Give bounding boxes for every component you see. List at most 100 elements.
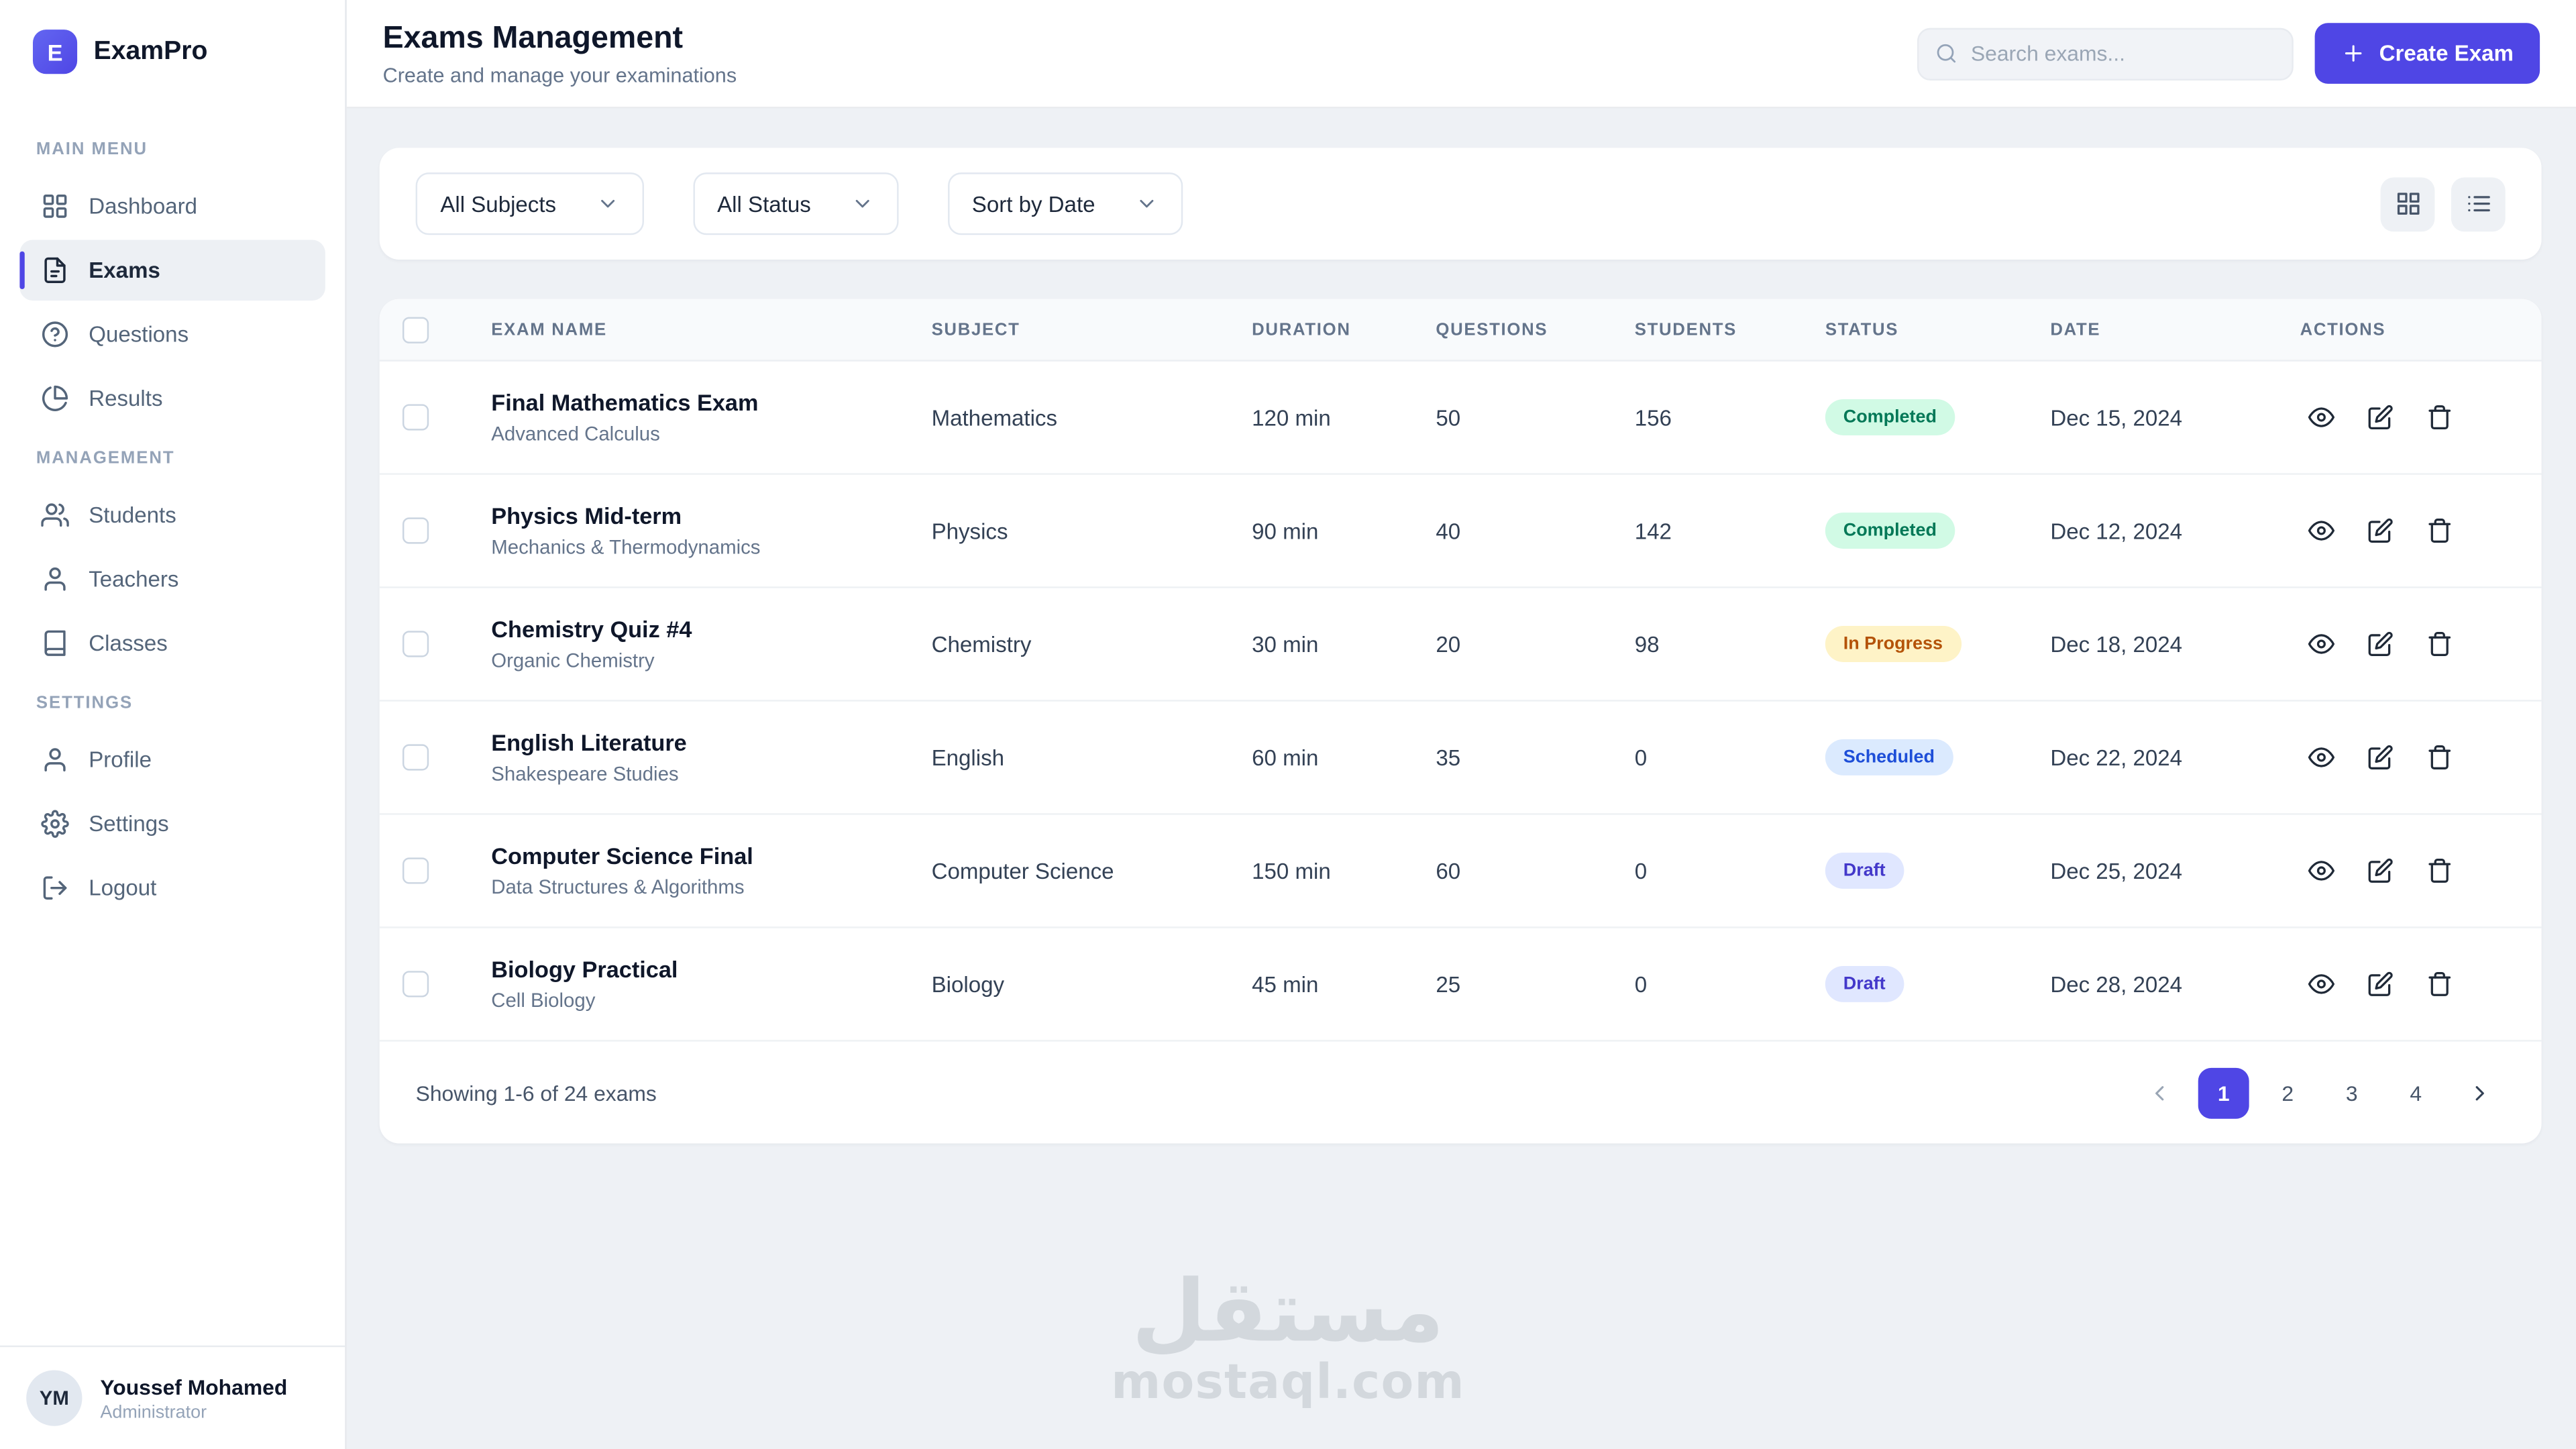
sidebar-item-questions[interactable]: Questions xyxy=(19,304,325,365)
sidebar-item-exams[interactable]: Exams xyxy=(19,239,325,301)
edit-button[interactable] xyxy=(2359,623,2402,665)
sidebar-item-label: Results xyxy=(89,386,163,411)
edit-button[interactable] xyxy=(2359,396,2402,439)
page-button-2[interactable]: 2 xyxy=(2262,1067,2313,1118)
list-view-button[interactable] xyxy=(2451,176,2506,231)
sidebar-item-students[interactable]: Students xyxy=(19,484,325,545)
content: All Subjects All Status Sort by Date xyxy=(347,109,2576,1449)
sidebar-item-profile[interactable]: Profile xyxy=(19,729,325,790)
cell-questions: 20 xyxy=(1436,631,1461,657)
delete-button[interactable] xyxy=(2418,396,2461,439)
sidebar-item-dashboard[interactable]: Dashboard xyxy=(19,176,325,237)
edit-button[interactable] xyxy=(2359,509,2402,552)
delete-button[interactable] xyxy=(2418,849,2461,892)
trash-icon xyxy=(2426,744,2453,770)
eye-icon xyxy=(2308,744,2334,770)
prev-page-button[interactable] xyxy=(2134,1067,2185,1118)
row-checkbox[interactable] xyxy=(402,971,429,998)
search-input[interactable] xyxy=(1970,41,2276,66)
delete-button[interactable] xyxy=(2418,509,2461,552)
view-button[interactable] xyxy=(2300,509,2343,552)
cell-duration: 90 min xyxy=(1252,518,1319,543)
exam-name: Final Mathematics Exam xyxy=(491,389,759,416)
sidebar-item-label: Teachers xyxy=(89,566,179,592)
exam-name: Physics Mid-term xyxy=(491,502,682,529)
column-header-actions: Actions xyxy=(2300,319,2386,339)
exam-description: Organic Chemistry xyxy=(491,649,655,672)
row-checkbox[interactable] xyxy=(402,631,429,657)
grid-view-button[interactable] xyxy=(2380,176,2435,231)
students-icon xyxy=(41,501,69,529)
app-logo: E xyxy=(32,30,78,74)
edit-button[interactable] xyxy=(2359,849,2402,892)
page-subtitle: Create and manage your examinations xyxy=(382,63,737,87)
sidebar-item-teachers[interactable]: Teachers xyxy=(19,549,325,610)
view-button[interactable] xyxy=(2300,849,2343,892)
sidebar-item-logout[interactable]: Logout xyxy=(19,857,325,918)
column-header-duration: Duration xyxy=(1252,319,1351,339)
column-header-exam-name: Exam Name xyxy=(491,319,607,339)
topbar: Exams Management Create and manage your … xyxy=(346,0,2576,109)
status-badge: In Progress xyxy=(1825,626,1961,662)
status-filter-dropdown[interactable]: All Status xyxy=(692,172,898,235)
exam-name: Chemistry Quiz #4 xyxy=(491,616,692,643)
cell-subject: Physics xyxy=(931,518,1008,543)
cell-questions: 40 xyxy=(1436,518,1461,543)
select-all-checkbox[interactable] xyxy=(402,316,429,343)
cell-students: 142 xyxy=(1634,518,1672,543)
page-button-3[interactable]: 3 xyxy=(2326,1067,2377,1118)
sidebar-item-classes[interactable]: Classes xyxy=(19,612,325,674)
column-header-questions: Questions xyxy=(1436,319,1548,339)
edit-button[interactable] xyxy=(2359,963,2402,1006)
chevron-left-icon xyxy=(2147,1080,2172,1105)
main-area: Exams Management Create and manage your … xyxy=(346,0,2576,1449)
list-view-icon xyxy=(2465,191,2491,217)
results-icon xyxy=(41,384,69,413)
sidebar-item-label: Profile xyxy=(89,747,152,773)
cell-students: 0 xyxy=(1634,745,1648,770)
row-checkbox[interactable] xyxy=(402,857,429,884)
create-exam-button[interactable]: Create Exam xyxy=(2315,23,2540,84)
edit-button[interactable] xyxy=(2359,736,2402,779)
status-badge: Completed xyxy=(1825,513,1955,549)
questions-icon xyxy=(41,321,69,349)
view-button[interactable] xyxy=(2300,396,2343,439)
app-name: ExamPro xyxy=(93,37,208,65)
sort-dropdown[interactable]: Sort by Date xyxy=(947,172,1183,235)
view-button[interactable] xyxy=(2300,736,2343,779)
delete-button[interactable] xyxy=(2418,736,2461,779)
cell-date: Dec 28, 2024 xyxy=(2050,971,2183,997)
sidebar-item-results[interactable]: Results xyxy=(19,368,325,429)
section-label-settings: SETTINGS xyxy=(36,693,133,713)
view-button[interactable] xyxy=(2300,963,2343,1006)
page-button-4[interactable]: 4 xyxy=(2390,1067,2441,1118)
page-title: Exams Management xyxy=(382,20,684,56)
sidebar-item-label: Classes xyxy=(89,631,168,656)
column-header-date: Date xyxy=(2050,319,2101,339)
delete-button[interactable] xyxy=(2418,623,2461,665)
edit-icon xyxy=(2367,404,2394,430)
sidebar-item-settings[interactable]: Settings xyxy=(19,794,325,855)
exam-description: Data Structures & Algorithms xyxy=(491,875,745,899)
subject-filter-dropdown[interactable]: All Subjects xyxy=(415,172,643,235)
row-checkbox[interactable] xyxy=(402,517,429,544)
grid-view-icon xyxy=(2394,191,2420,217)
edit-icon xyxy=(2367,744,2394,770)
next-page-button[interactable] xyxy=(2455,1067,2506,1118)
exam-name: Biology Practical xyxy=(491,956,678,983)
cell-subject: Computer Science xyxy=(931,858,1114,883)
chevron-down-icon xyxy=(851,193,873,215)
exam-name: English Literature xyxy=(491,729,687,756)
sidebar-user[interactable]: YM Youssef Mohamed Administrator xyxy=(0,1345,345,1449)
row-checkbox[interactable] xyxy=(402,744,429,771)
cell-questions: 25 xyxy=(1436,971,1461,997)
view-button[interactable] xyxy=(2300,623,2343,665)
search-box[interactable] xyxy=(1917,27,2294,80)
status-badge: Draft xyxy=(1825,966,1904,1002)
page-button-1[interactable]: 1 xyxy=(2198,1067,2249,1118)
row-checkbox[interactable] xyxy=(402,404,429,431)
brand: E ExamPro xyxy=(0,0,345,100)
delete-button[interactable] xyxy=(2418,963,2461,1006)
